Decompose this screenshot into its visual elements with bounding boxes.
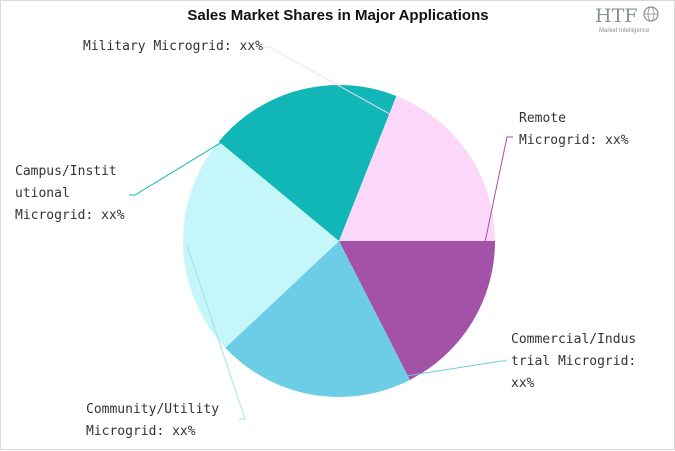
slice-label-commercial-industrial: Commercial/Indus trial Microgrid: xx% xyxy=(511,332,644,391)
pie-slice-military xyxy=(339,95,495,241)
logo-text: HTF xyxy=(595,5,637,27)
pie-slice-remote xyxy=(339,241,495,380)
leader-line-campus-institutional xyxy=(129,93,302,196)
chart-title: Sales Market Shares in Major Application… xyxy=(187,7,488,24)
slice-label-military: Military Microgrid: xx% xyxy=(83,39,263,54)
htf-logo: HTF Market Intelligence xyxy=(595,5,659,34)
leader-line-community-utility xyxy=(186,245,246,420)
slice-label-remote: Remote Microgrid: xx% xyxy=(519,111,629,148)
pie-slices xyxy=(182,84,495,398)
pie-slice-commercial-industrial xyxy=(225,241,410,398)
label-leader-lines xyxy=(129,46,513,420)
slice-label-community-utility: Community/Utility Microgrid: xx% xyxy=(86,402,227,439)
logo-subtext: Market Intelligence xyxy=(599,28,650,34)
leader-line-remote xyxy=(468,136,513,321)
pie-slice-campus-institutional xyxy=(218,84,397,241)
pie-slice-community-utility xyxy=(182,141,339,348)
slice-label-campus-institutional: Campus/Instit utional Microgrid: xx% xyxy=(15,164,125,223)
leader-line-commercial-industrial xyxy=(312,360,507,392)
leader-line-military xyxy=(263,46,465,157)
